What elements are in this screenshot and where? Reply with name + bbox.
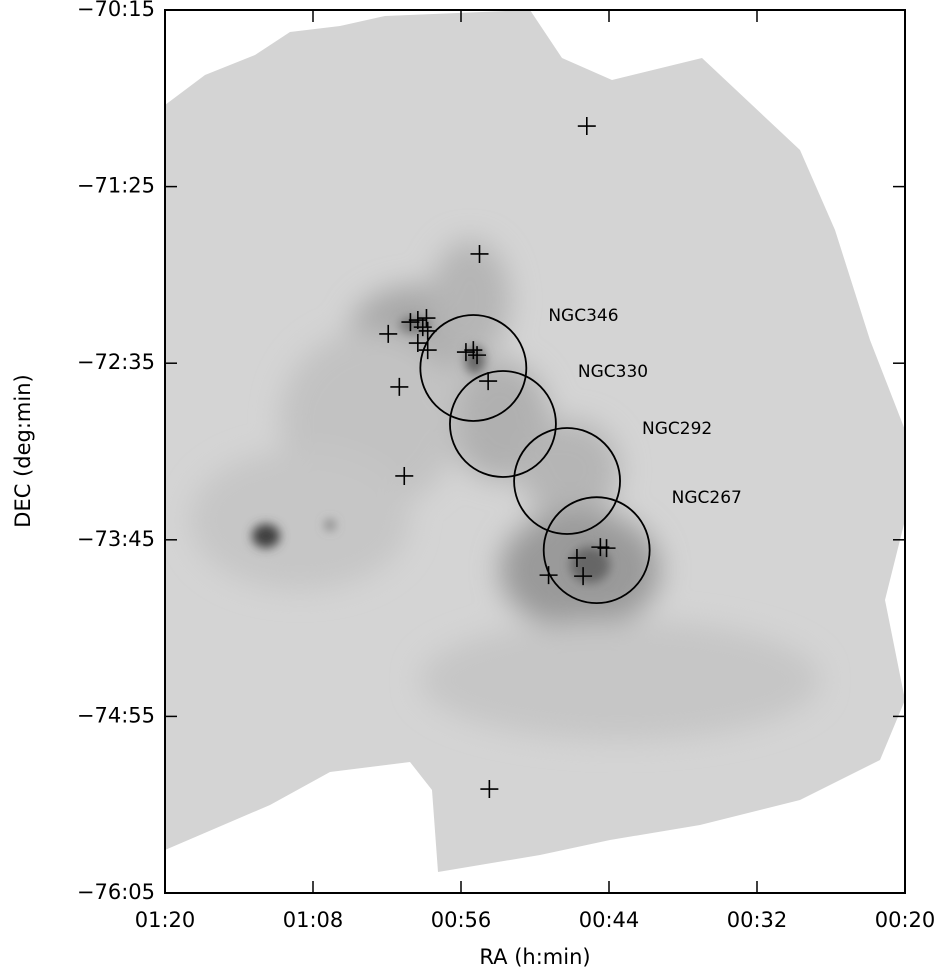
region-circle [542,496,651,605]
region-circle [449,370,557,478]
x-tick-label: 00:20 [875,908,936,932]
image [165,10,905,872]
source-marker [480,780,499,799]
y-tick-label: −71:25 [77,174,155,198]
region-circle [419,314,528,422]
source-marker [379,324,398,343]
plot-frame [164,9,906,894]
source-marker [408,311,427,330]
y-tick-label: −70:15 [77,0,155,21]
source-marker [591,538,610,557]
y-tick-label: −73:45 [77,527,155,551]
x-tick-label: 01:08 [283,908,344,932]
y-tick-label: −74:55 [77,703,155,727]
x-tick-label: 00:32 [727,908,788,932]
source-marker [395,466,414,485]
source-marker [401,313,420,332]
source-marker [567,548,586,567]
x-tick-label: 01:20 [135,908,196,932]
nebula [190,240,820,740]
source-marker [390,377,409,396]
source-marker [539,566,558,585]
y-axis-label: DEC (deg:min) [11,374,35,527]
source-marker [418,321,437,340]
source-marker [418,341,437,360]
x-axis-label: RA (h:min) [479,945,590,969]
source-marker [417,309,436,328]
region-label: NGC292 [642,419,712,439]
y-tick-label: −72:35 [77,350,155,374]
source-marker [574,567,593,586]
source-marker [470,244,489,263]
source-marker [479,372,498,391]
y-tick-label: −76:05 [77,880,155,904]
region-label: NGC330 [578,362,648,382]
source-marker [456,343,475,362]
source-marker [577,117,596,136]
source-marker [408,334,427,353]
x-tick-label: 00:56 [431,908,492,932]
region-label: NGC346 [548,306,618,326]
region-label: NGC267 [672,488,742,508]
source-marker [468,346,487,365]
source-marker [464,341,483,360]
source-marker [413,318,432,337]
region-circle [513,427,621,535]
x-tick-label: 00:44 [579,908,640,932]
